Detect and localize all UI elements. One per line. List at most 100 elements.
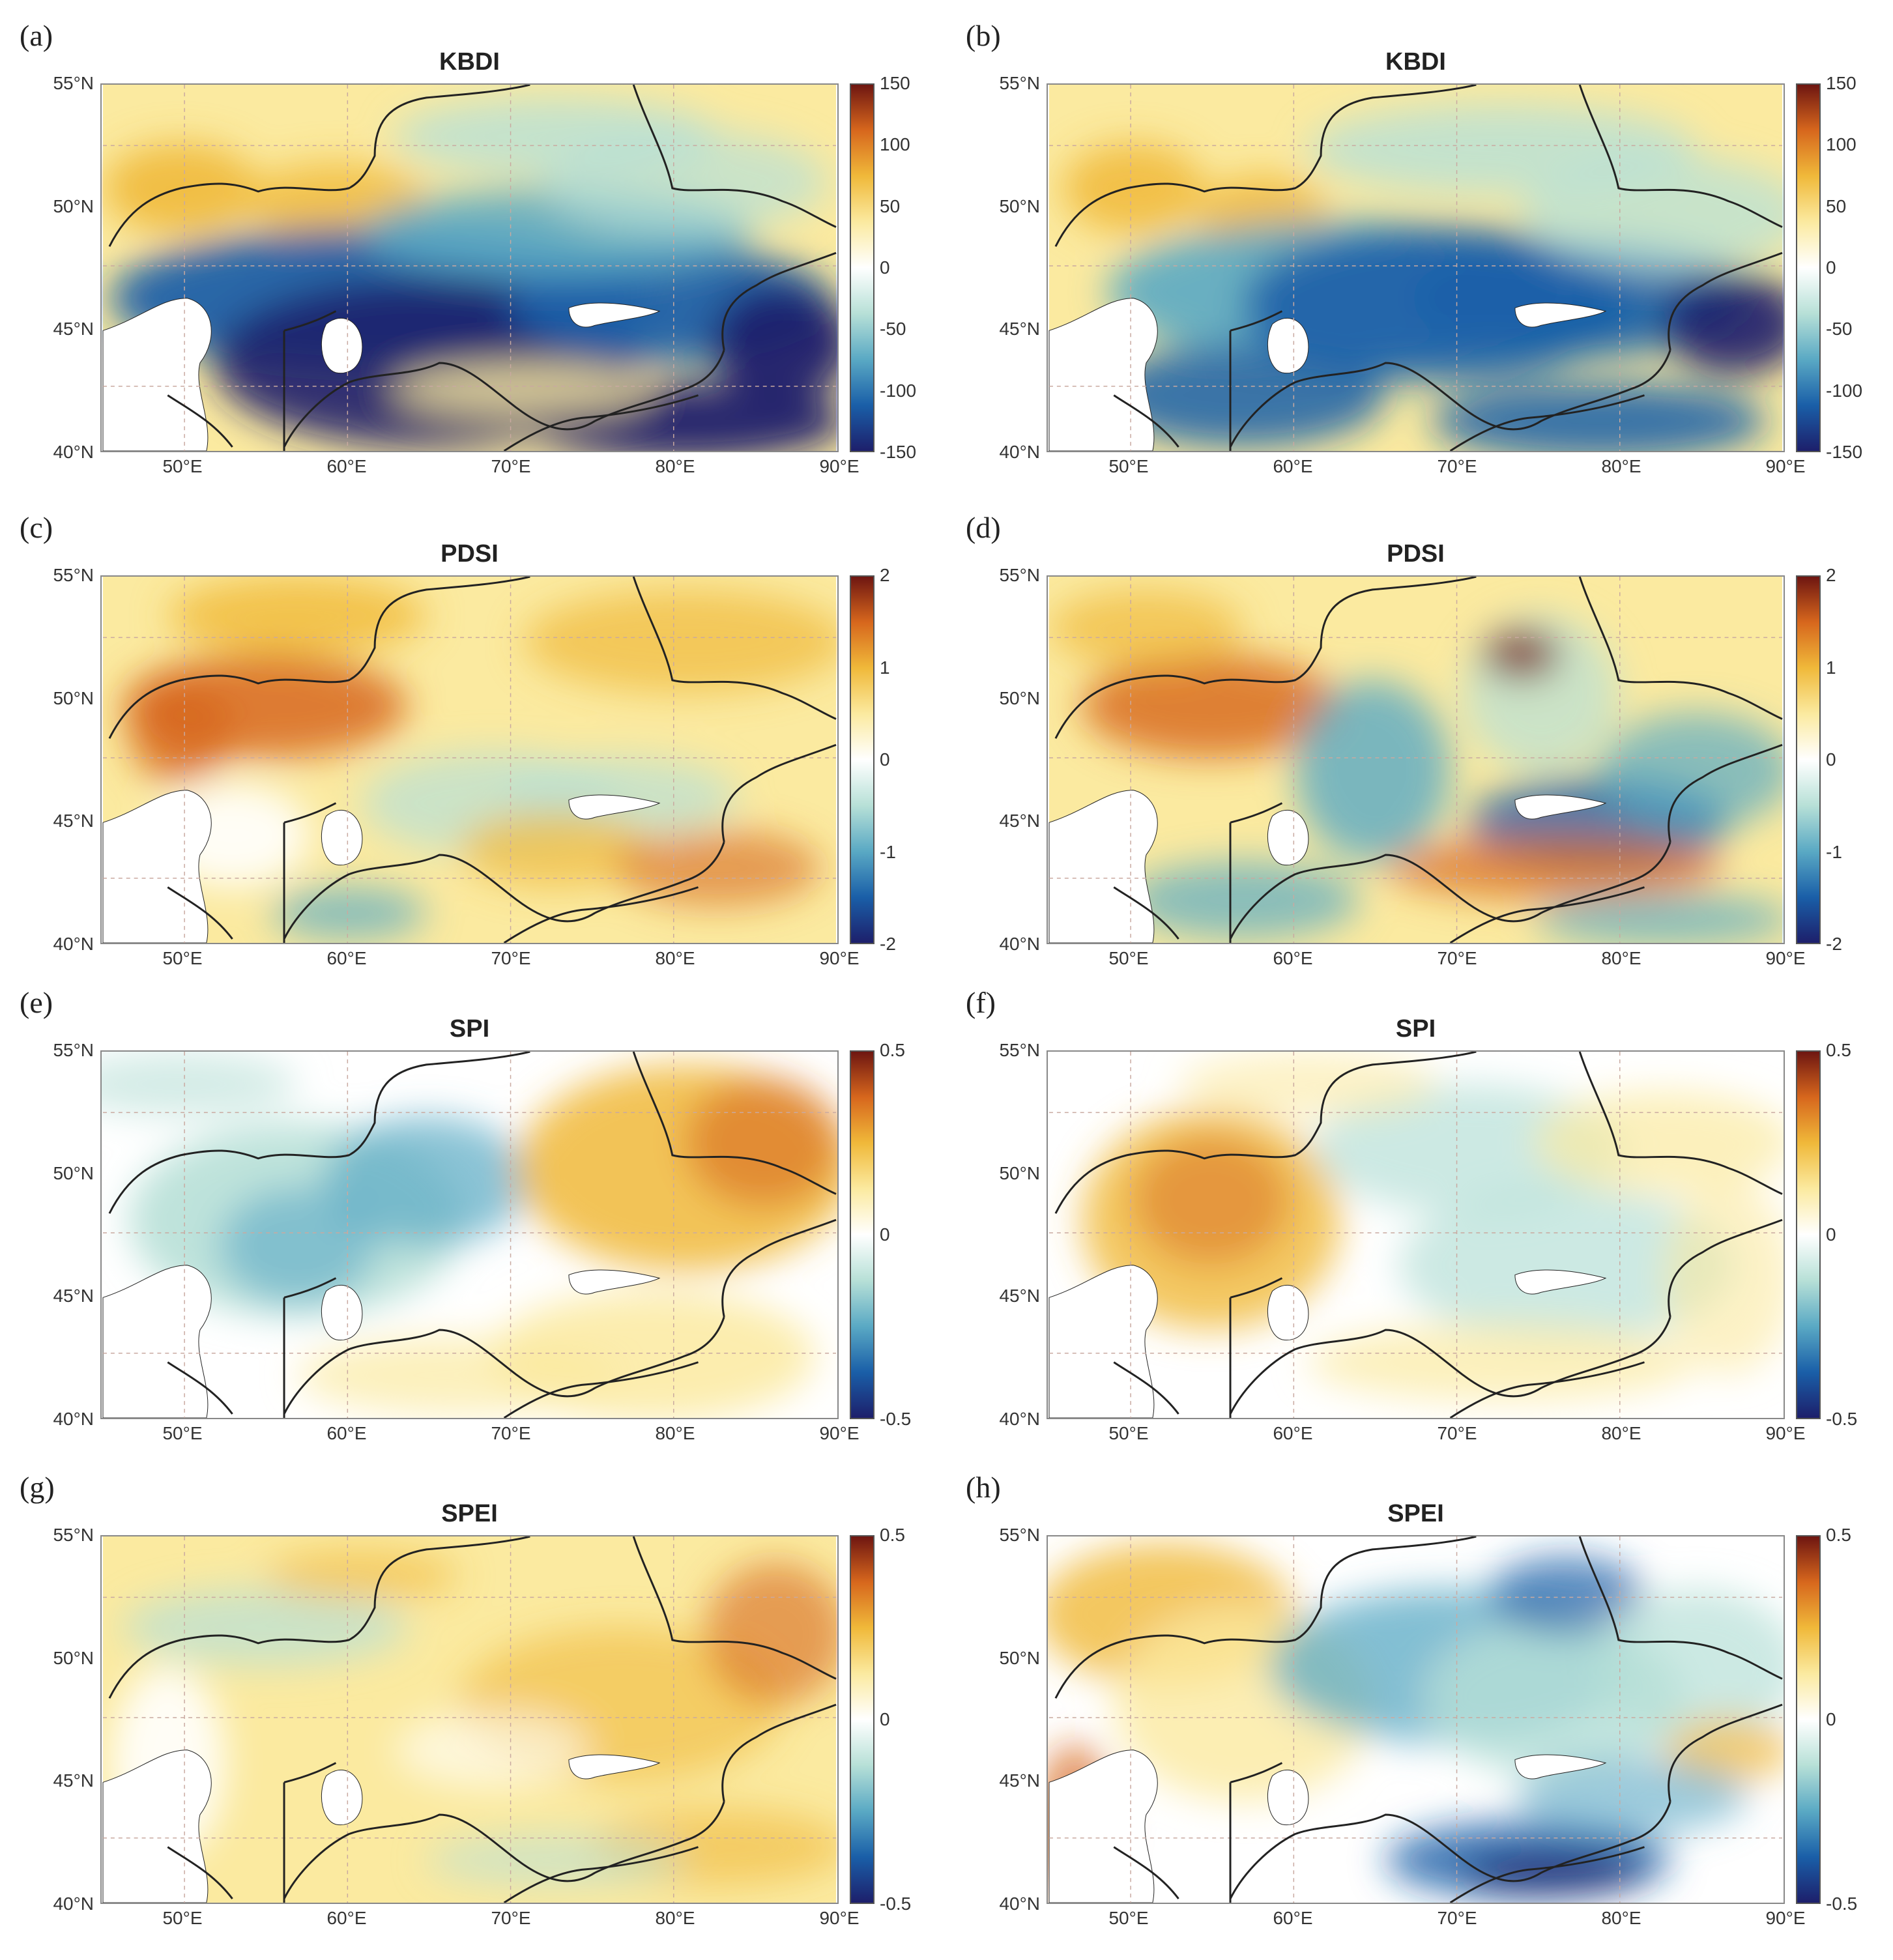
colorbar-tick-label: -0.5 [1826,1894,1858,1914]
longitude-tick-label: 80°E [1601,456,1641,476]
colorbar-tick-label: 2 [1826,565,1836,585]
latitude-tick-label: 50°N [53,1162,94,1183]
aral-sea [1267,1769,1309,1826]
map-panel [1047,1535,1785,1904]
longitude-tick-label: 60°E [326,1908,367,1928]
colorbar-tick-label: -1 [1826,841,1842,862]
colorbar-tick-label: 0 [880,749,890,770]
map-canvas [1048,1052,1784,1418]
country-border [283,802,337,824]
latitude-tick-label: 40°N [999,1409,1040,1429]
panel-label: (g) [20,1471,55,1504]
colorbar-tick-label: 0.5 [1826,1525,1851,1545]
balkhash-lake [568,302,661,328]
anomaly-blob [543,130,828,234]
anomaly-blob [711,285,837,402]
aral-sea [321,1769,363,1826]
panel-title: SPEI [441,1500,498,1527]
colorbar-tick-label: -2 [1826,934,1842,954]
country-border [1449,886,1645,943]
colorbar-tick-label: 0.5 [1826,1040,1851,1060]
anomaly-blob [1081,654,1340,758]
panel-title: PDSI [441,540,499,568]
country-border [167,1361,233,1415]
anomaly-blob [1062,143,1205,234]
longitude-tick-label: 50°E [1108,456,1149,476]
latitude-tick-label: 45°N [999,811,1040,831]
country-border [1054,1052,1477,1214]
longitude-tick-label: 60°E [1273,456,1313,476]
anomaly-blob [1521,156,1784,272]
country-border [1578,577,1783,720]
anomaly-blob [296,1336,621,1415]
country-border [283,1762,337,1783]
anomaly-blob [1101,343,1386,448]
anomaly-blob [265,1549,459,1602]
panel-title: SPI [449,1015,490,1043]
colorbar-tick-label: 50 [880,195,901,216]
anomaly-blob [1482,628,1561,680]
longitude-tick-label: 50°E [1108,1908,1149,1928]
anomaly-blob [459,809,653,887]
country-border [1113,394,1179,448]
longitude-tick-label: 60°E [326,948,367,968]
balkhash-lake [1514,302,1607,328]
country-border [167,1846,233,1899]
country-border [167,886,233,940]
map-canvas [102,1536,837,1903]
latitude-tick-label: 50°N [999,687,1040,708]
longitude-tick-label: 80°E [655,456,695,476]
longitude-tick-label: 60°E [1273,1423,1313,1443]
map-panel [1047,1050,1785,1419]
latitude-tick-label: 50°N [999,1162,1040,1183]
latitude-tick-label: 55°N [53,1040,94,1060]
anomaly-blob [1049,589,1243,668]
panel-title: SPI [1395,1015,1436,1043]
anomaly-blob [1314,1084,1625,1214]
colorbar-gradient [851,577,873,943]
balkhash-lake [568,1754,661,1780]
map-canvas [1048,85,1784,451]
country-border [1229,1316,1671,1415]
balkhash-lake [1514,794,1607,820]
country-border [1578,1536,1783,1680]
panel-label: (a) [20,19,53,52]
colorbar-gradient [1797,85,1819,451]
colorbar-tick-label: -50 [1826,319,1853,339]
anomaly-blob [1534,893,1784,943]
colorbar-tick-label: 0.5 [880,1040,905,1060]
country-border [108,1052,530,1214]
aral-sea [321,317,363,374]
country-border [1230,802,1283,824]
map-canvas [102,85,837,451]
latitude-tick-label: 40°N [53,1409,94,1429]
country-border [721,1703,837,1802]
longitude-tick-label: 90°E [819,1423,860,1443]
aral-sea [1267,809,1309,866]
longitude-tick-label: 80°E [1601,1423,1641,1443]
anomaly-blob [1295,680,1451,861]
anomaly-blob [523,589,837,693]
balkhash-lake [1514,1754,1607,1780]
anomaly-blob [1430,382,1768,451]
map-panel [100,1050,839,1419]
latitude-tick-label: 55°N [999,73,1040,93]
country-border [283,310,337,332]
colorbar [850,1050,874,1419]
anomaly-blob [1308,1323,1696,1402]
country-border [1668,252,1783,351]
anomaly-blob [685,1077,837,1207]
anomaly-blob [167,577,427,655]
longitude-tick-label: 80°E [1601,948,1641,968]
latitude-tick-label: 40°N [999,1894,1040,1914]
country-border [167,394,233,448]
colorbar-tick-label: -2 [880,934,896,954]
anomaly-blob [1463,1853,1645,1893]
anomaly-blob [219,1187,375,1304]
country-border [108,577,530,739]
longitude-tick-label: 60°E [1273,948,1313,968]
country-border [632,85,837,228]
panel-label: (b) [966,19,1001,52]
latitude-tick-label: 40°N [53,934,94,954]
latitude-tick-label: 55°N [53,1525,94,1545]
